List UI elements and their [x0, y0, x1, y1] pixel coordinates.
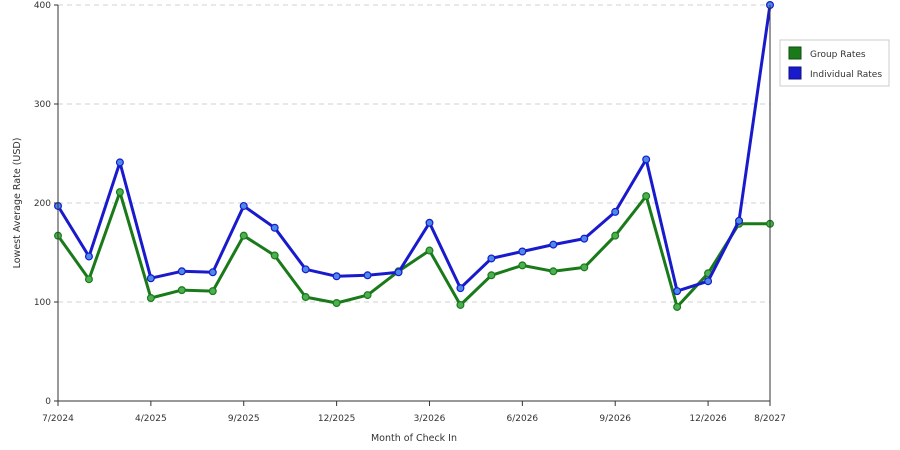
y-axis-title: Lowest Average Rate (USD)	[12, 138, 23, 269]
data-point-individual-rates	[580, 234, 589, 243]
data-point-group-rates	[425, 246, 434, 255]
data-point-individual-rates	[332, 272, 341, 281]
data-point-group-rates	[208, 287, 217, 296]
data-point-individual-rates	[704, 277, 713, 286]
data-point-individual-rates	[642, 155, 651, 164]
legend-swatch-individual-rates	[788, 66, 802, 80]
data-point-individual-rates	[735, 216, 744, 225]
data-point-group-rates	[580, 263, 589, 272]
data-point-group-rates	[673, 302, 682, 311]
data-point-individual-rates	[394, 268, 403, 277]
x-tick-label: 8/2027	[754, 414, 786, 424]
data-point-individual-rates	[146, 274, 155, 283]
data-point-individual-rates	[456, 284, 465, 293]
y-tick-label: 400	[34, 1, 51, 11]
series-line-group-rates	[56, 190, 770, 309]
data-point-individual-rates	[425, 218, 434, 227]
data-point-individual-rates	[301, 265, 310, 274]
data-point-individual-rates	[84, 252, 93, 261]
x-tick-label: 4/2025	[135, 414, 167, 424]
x-axis-title: Month of Check In	[371, 433, 457, 444]
data-point-group-rates	[611, 231, 620, 240]
data-point-individual-rates	[549, 240, 558, 249]
x-tick-label: 9/2025	[228, 414, 260, 424]
x-tick-label: 12/2025	[318, 414, 355, 424]
x-tick-label: 9/2026	[599, 414, 631, 424]
data-point-individual-rates	[518, 247, 527, 256]
data-point-individual-rates	[363, 271, 372, 280]
data-point-group-rates	[518, 261, 527, 270]
data-point-individual-rates	[239, 201, 248, 210]
data-point-group-rates	[301, 293, 310, 302]
data-point-group-rates	[487, 271, 496, 280]
y-tick-label: 300	[34, 100, 51, 110]
data-point-group-rates	[146, 294, 155, 303]
y-tick-label: 100	[34, 298, 51, 308]
gridlines	[58, 4, 770, 303]
y-tick-label: 0	[45, 397, 51, 407]
data-point-individual-rates	[487, 254, 496, 263]
data-point-group-rates	[456, 300, 465, 309]
x-tick-label: 12/2026	[689, 414, 727, 424]
data-point-group-rates	[363, 291, 372, 300]
legend-label-individual-rates: Individual Rates	[810, 70, 882, 80]
data-point-individual-rates	[208, 268, 217, 277]
legend-label-group-rates: Group Rates	[810, 50, 866, 60]
data-point-individual-rates	[115, 158, 124, 167]
x-tick-label: 7/2024	[42, 414, 74, 424]
data-point-group-rates	[239, 231, 248, 240]
data-point-group-rates	[270, 251, 279, 260]
series-lines	[53, 0, 774, 311]
data-point-group-rates	[177, 286, 186, 295]
x-tick-label: 6/2026	[507, 414, 539, 424]
y-tick-label: 200	[34, 199, 51, 209]
data-point-group-rates	[115, 188, 124, 197]
data-point-individual-rates	[673, 287, 682, 296]
legend-swatch-group-rates	[788, 46, 802, 60]
data-point-individual-rates	[177, 267, 186, 276]
data-point-group-rates	[642, 192, 651, 201]
legend: Group Rates Individual Rates	[779, 39, 890, 87]
data-point-group-rates	[84, 275, 93, 284]
data-point-group-rates	[332, 298, 341, 307]
tick-labels: 0 100 200 300 400 7/2024 4/2025 9/2025 12/2025 3/…	[34, 1, 786, 424]
data-point-individual-rates	[270, 223, 279, 232]
data-point-group-rates	[549, 267, 558, 276]
series-line-individual-rates	[56, 4, 772, 293]
data-point-individual-rates	[611, 207, 620, 216]
x-tick-label: 3/2026	[414, 414, 446, 424]
